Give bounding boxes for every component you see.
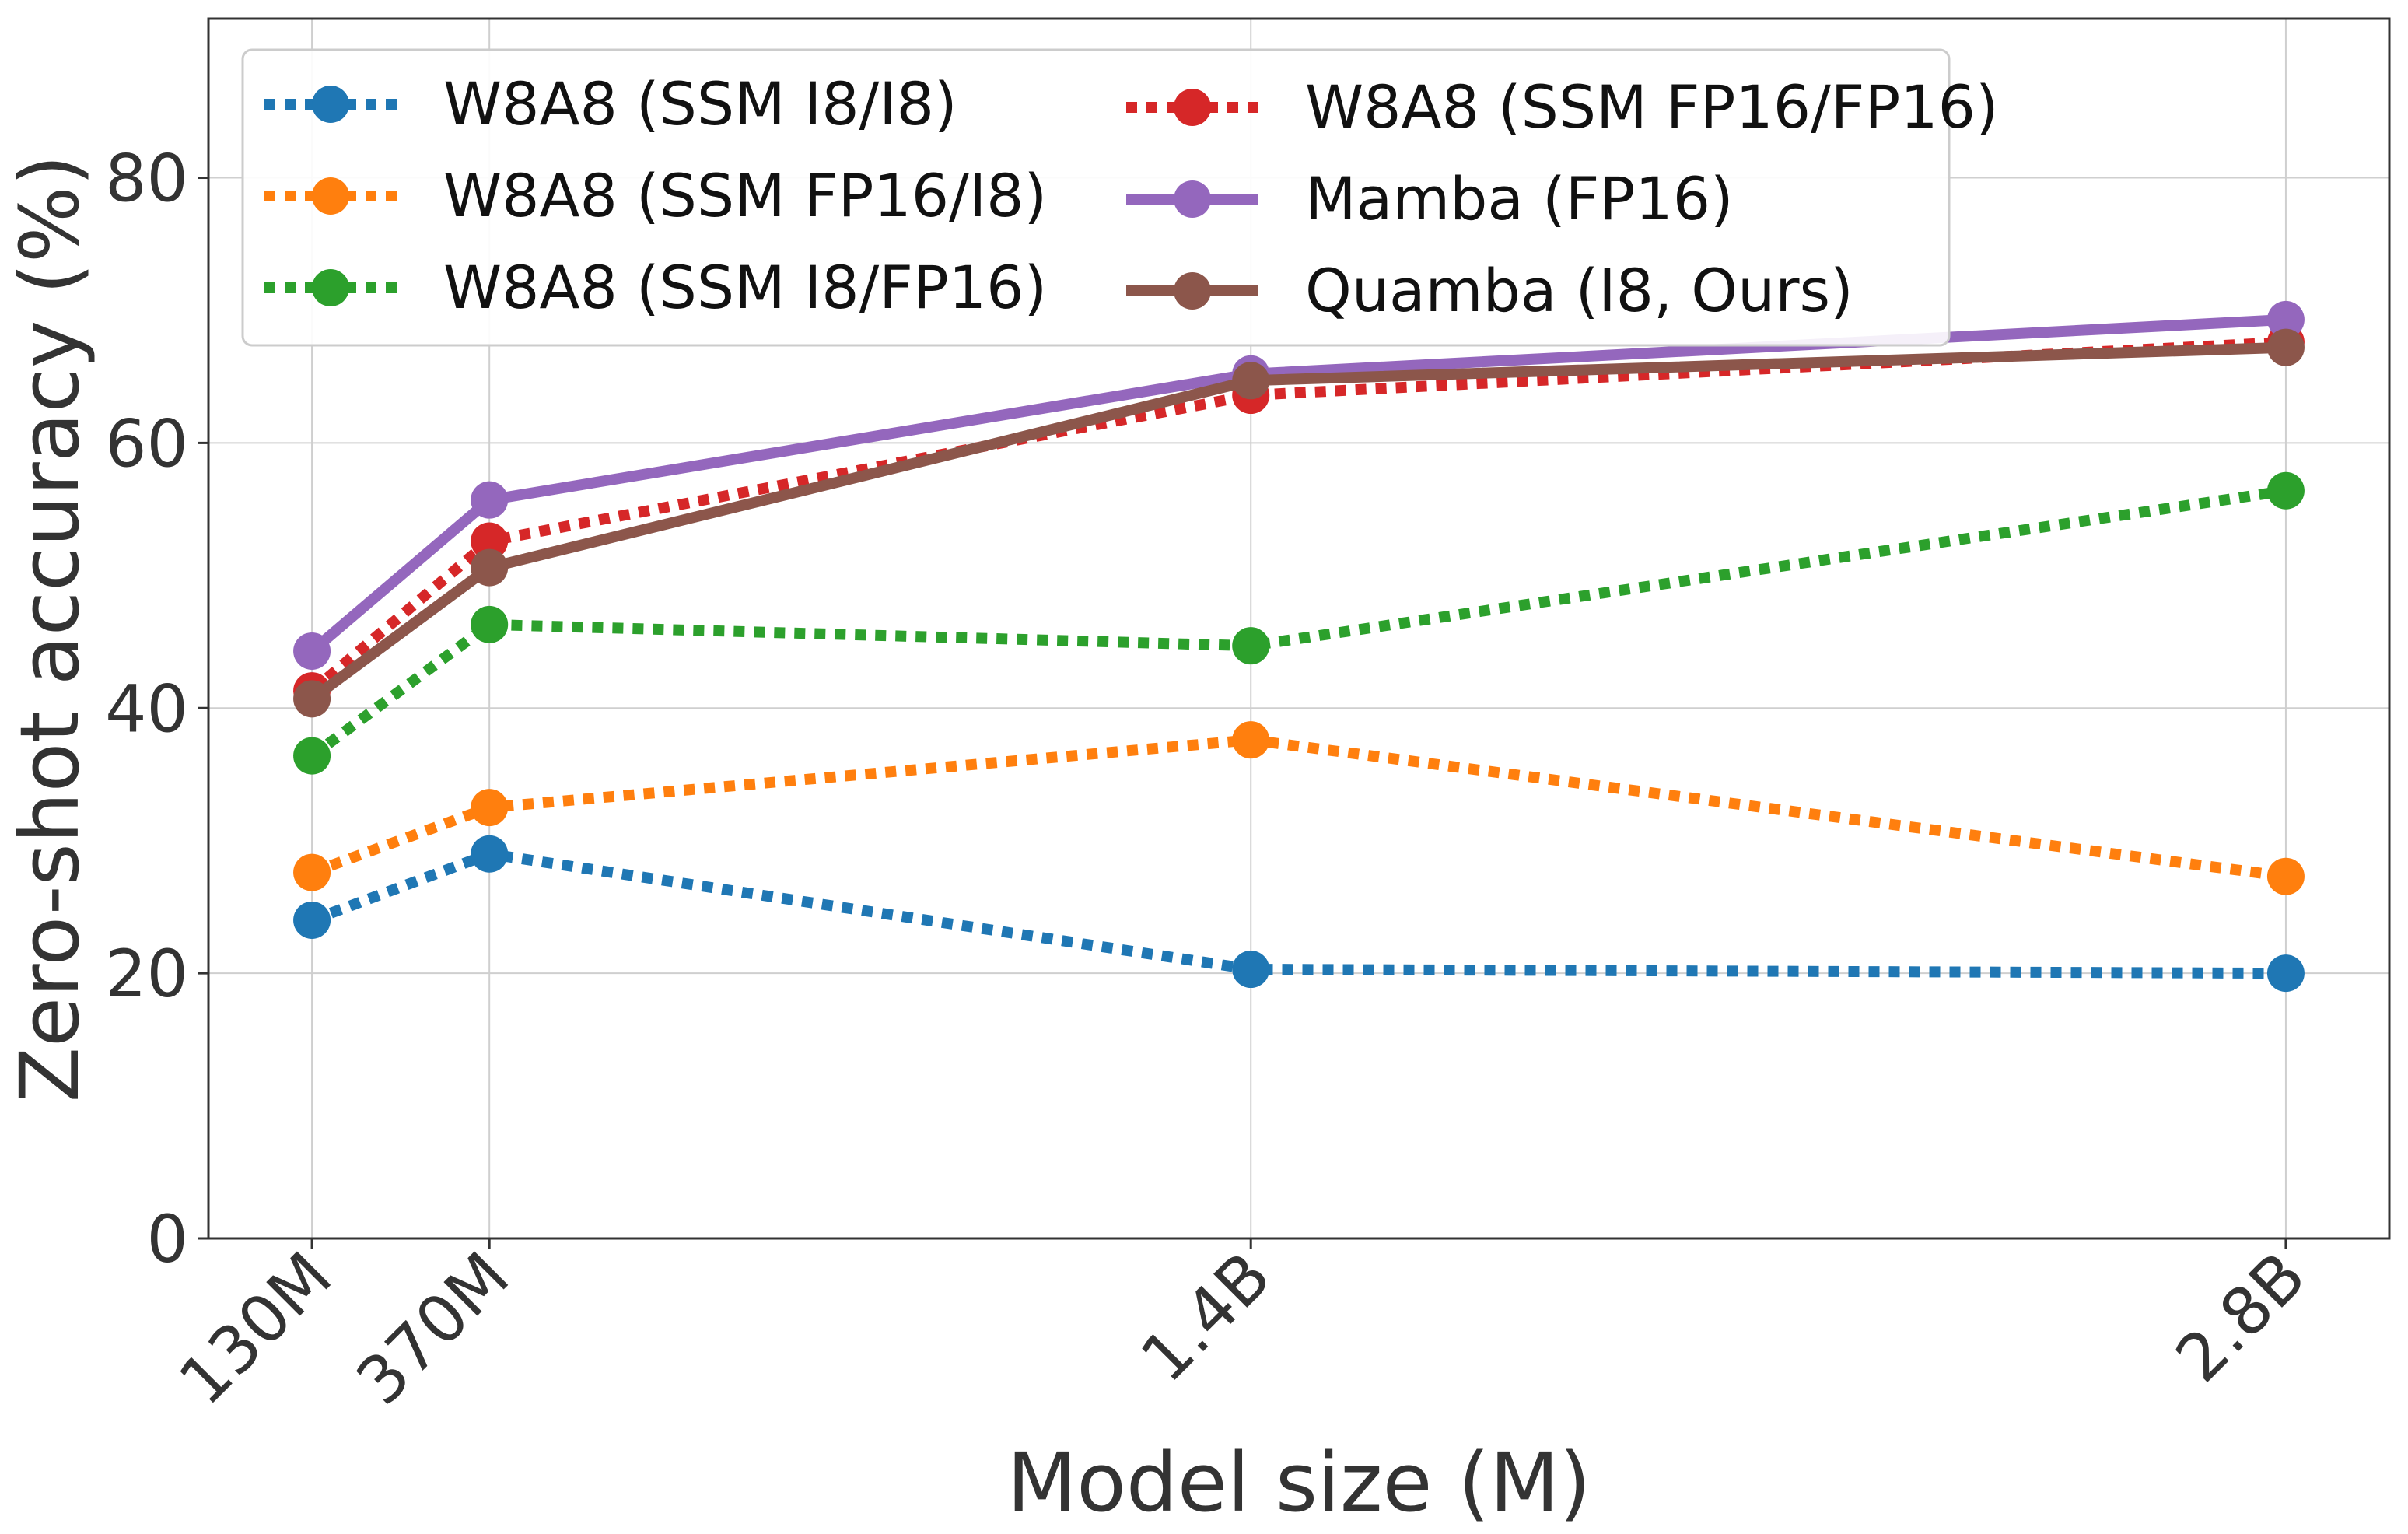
legend-label-1: W8A8 (SSM FP16/I8) <box>443 161 1047 230</box>
x-axis-title: Model size (M) <box>1007 1435 1591 1530</box>
series-1 <box>293 721 2305 895</box>
y-axis-ticks: 0 20 40 60 80 <box>105 141 208 1277</box>
y-tick-label-20: 20 <box>105 936 188 1012</box>
legend-frame <box>241 48 1951 347</box>
series-5 <box>293 328 2305 718</box>
x-tick-label-130M: 130M <box>164 1238 346 1420</box>
y-tick-label-0: 0 <box>147 1201 188 1277</box>
legend-swatch-marker-3 <box>1174 89 1211 126</box>
series-5-point-370M <box>471 548 509 587</box>
series-0-point-130M <box>293 901 331 939</box>
legend-label-2: W8A8 (SSM I8/FP16) <box>443 253 1047 322</box>
legend-entry-1: W8A8 (SSM FP16/I8) <box>264 161 1047 230</box>
series-2 <box>293 471 2305 775</box>
series-layer <box>293 300 2305 993</box>
series-1-point-1.4B <box>1232 721 1270 759</box>
y-axis-title: Zero-shot accuracy (%) <box>2 155 97 1103</box>
series-5-point-1.4B <box>1232 362 1270 400</box>
y-tick-label-40: 40 <box>105 671 188 747</box>
legend-label-5: Quamba (I8, Ours) <box>1305 256 1853 325</box>
legend-swatch-marker-5 <box>1174 272 1211 310</box>
series-line-2 <box>308 485 2287 761</box>
series-1-point-130M <box>293 853 331 891</box>
series-2-point-1.4B <box>1232 627 1270 665</box>
legend-entry-5: Quamba (I8, Ours) <box>1126 256 1853 325</box>
series-1-point-370M <box>471 789 509 827</box>
legend-swatch-marker-4 <box>1174 180 1211 218</box>
series-0 <box>293 835 2305 993</box>
series-2-point-130M <box>293 737 331 775</box>
series-line-4 <box>308 313 2287 656</box>
series-line-5 <box>308 341 2287 703</box>
legend-entry-0: W8A8 (SSM I8/I8) <box>264 69 957 138</box>
series-5-point-2.8B <box>2266 328 2305 366</box>
legend-swatch-marker-1 <box>312 177 349 215</box>
series-4-point-370M <box>471 481 509 519</box>
series-4-point-130M <box>293 632 331 670</box>
legend-swatch-marker-2 <box>312 269 349 306</box>
legend-label-4: Mamba (FP16) <box>1305 164 1734 233</box>
legend-swatch-marker-0 <box>312 86 349 123</box>
x-tick-label-1.4B: 1.4B <box>1126 1238 1286 1397</box>
x-tick-label-370M: 370M <box>341 1238 523 1420</box>
series-4-point-2.8B <box>2266 300 2305 338</box>
series-0-point-1.4B <box>1232 951 1270 989</box>
series-0-point-2.8B <box>2266 954 2305 993</box>
series-1-point-2.8B <box>2266 857 2305 895</box>
series-line-1 <box>310 734 2287 882</box>
series-3-point-370M <box>471 522 509 560</box>
legend-label-3: W8A8 (SSM FP16/FP16) <box>1305 72 1999 142</box>
series-0-point-370M <box>471 835 509 873</box>
legend-entry-2: W8A8 (SSM I8/FP16) <box>264 253 1047 322</box>
y-tick-label-80: 80 <box>105 141 188 217</box>
legend: W8A8 (SSM I8/I8) W8A8 (SSM FP16/I8) W8A8 (… <box>241 48 1999 347</box>
legend-entry-4: Mamba (FP16) <box>1126 164 1734 233</box>
legend-entry-3: W8A8 (SSM FP16/FP16) <box>1126 72 1999 142</box>
y-tick-label-60: 60 <box>105 405 188 482</box>
series-2-point-2.8B <box>2266 471 2305 510</box>
legend-label-0: W8A8 (SSM I8/I8) <box>443 69 957 138</box>
series-line-0 <box>310 848 2286 979</box>
plot-frame <box>207 17 2391 1240</box>
series-2-point-370M <box>471 605 509 643</box>
x-tick-label-2.8B: 2.8B <box>2161 1238 2321 1397</box>
series-5-point-130M <box>293 680 331 718</box>
